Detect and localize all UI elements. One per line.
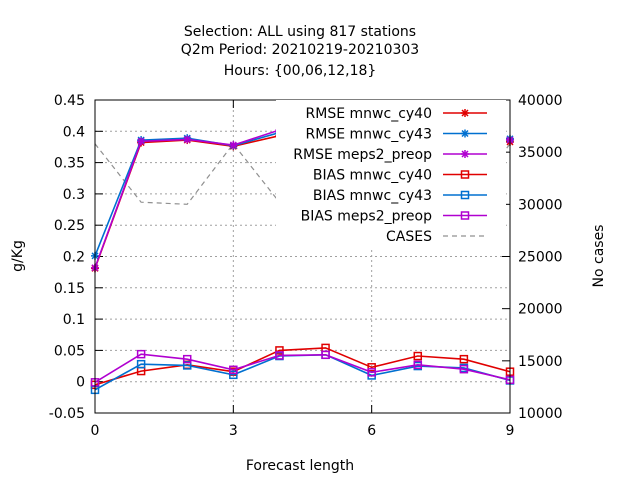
legend-label-bias-mnwc-cy43: BIAS mnwc_cy43 (313, 188, 432, 204)
y-tick-label: 0.35 (54, 156, 85, 172)
y-tick-label: -0.05 (49, 406, 85, 422)
legend-label-rmse-meps2-preop: RMSE meps2_preop (293, 147, 432, 163)
y-tick-label: 0.45 (54, 93, 85, 109)
y2-tick-label: 35000 (518, 145, 563, 161)
series-line-bias-meps2-preop (94, 353, 511, 383)
data-point-bias-meps2-preop (413, 360, 423, 370)
data-point-bias-meps2-preop (182, 354, 192, 364)
x-tick-label: 6 (367, 423, 376, 439)
data-point-bias-mnwc-cy40 (413, 351, 423, 361)
chart-title: Selection: ALL using 817 stations Q2m Pe… (181, 24, 419, 79)
x-tick-label: 0 (91, 423, 100, 439)
data-point-bias-mnwc-cy40 (459, 354, 469, 364)
y-tick-label: 0.2 (63, 250, 85, 266)
data-point-bias-meps2-preop (275, 351, 284, 360)
title-line-1: Selection: ALL using 817 stations (184, 24, 416, 40)
data-point-bias-mnwc-cy40 (275, 346, 284, 355)
y2-axis-label: No cases (591, 225, 607, 288)
data-point-bias-meps2-preop (229, 365, 238, 375)
series-line-bias-mnwc-cy40 (94, 347, 511, 386)
legend: RMSE mnwc_cy40 RMSE mnwc_cy43 RMSE meps2_p… (276, 100, 506, 248)
legend-label-bias-mnwc-cy40: BIAS mnwc_cy40 (313, 168, 432, 184)
x-tick-label: 9 (506, 423, 515, 439)
data-point-rmse-meps2-preop-d2 (183, 135, 191, 143)
y2-tick-label: 30000 (518, 197, 563, 213)
y-tick-label: 0 (76, 375, 85, 391)
legend-marker-bias-mnwc-cy43 (460, 190, 470, 200)
legend-label-bias-meps2-preop: BIAS meps2_preop (301, 209, 433, 225)
x-tick-label: 3 (229, 423, 238, 439)
data-point-bias-meps2-preop (459, 364, 469, 374)
y2-tick-label: 40000 (518, 93, 563, 109)
y-axis-ticks: -0.05 0 0.05 0.1 0.15 0.2 0.25 0.3 0.35 0.4 0.45 (49, 93, 103, 422)
title-line-3: Hours: {00,06,12,18} (224, 63, 377, 79)
legend-marker-bias-meps2-preop (460, 211, 470, 220)
data-point-bias-meps2-preop (321, 350, 330, 360)
data-point-bias-mnwc-cy43 (136, 359, 146, 369)
y2-tick-label: 25000 (518, 250, 563, 266)
y-tick-label: 0.3 (63, 187, 85, 203)
data-point-bias-meps2-preop (367, 368, 376, 377)
data-point-rmse-meps2-preop-d2 (137, 137, 145, 145)
y-tick-label: 0.15 (54, 281, 85, 297)
legend-marker-rmse-mnwc-cy40-d2 (461, 109, 469, 117)
legend-marker-bias-mnwc-cy40 (460, 170, 470, 179)
y-tick-label: 0.1 (63, 312, 85, 328)
y2-tick-label: 10000 (518, 406, 563, 422)
title-line-2: Q2m Period: 20210219-20210303 (181, 42, 419, 58)
series-line-bias-mnwc-cy43 (94, 353, 511, 391)
y2-tick-label: 15000 (518, 354, 563, 370)
legend-marker-rmse-meps2-preop-d2 (461, 150, 469, 158)
legend-label-rmse-mnwc-cy43: RMSE mnwc_cy43 (306, 127, 432, 143)
y2-tick-label: 20000 (518, 302, 563, 318)
data-point-rmse-meps2-preop-d2 (229, 141, 237, 149)
data-point-bias-mnwc-cy40 (367, 363, 376, 372)
x-axis-label: Forecast length (246, 458, 354, 474)
data-point-bias-meps2-preop (136, 349, 146, 359)
y-tick-label: 0.4 (63, 124, 85, 140)
data-point-bias-mnwc-cy43 (229, 370, 238, 380)
legend-label-cases: CASES (386, 229, 432, 245)
y-tick-label: 0.25 (54, 218, 85, 234)
legend-marker-rmse-mnwc-cy43-d2 (461, 129, 469, 138)
y-tick-label: 0.05 (54, 343, 85, 359)
y-axis-label: g/Kg (10, 240, 26, 272)
legend-label-rmse-mnwc-cy40: RMSE mnwc_cy40 (306, 106, 432, 122)
y2-axis-ticks: 10000 15000 20000 25000 30000 35000 40000 (502, 93, 563, 422)
